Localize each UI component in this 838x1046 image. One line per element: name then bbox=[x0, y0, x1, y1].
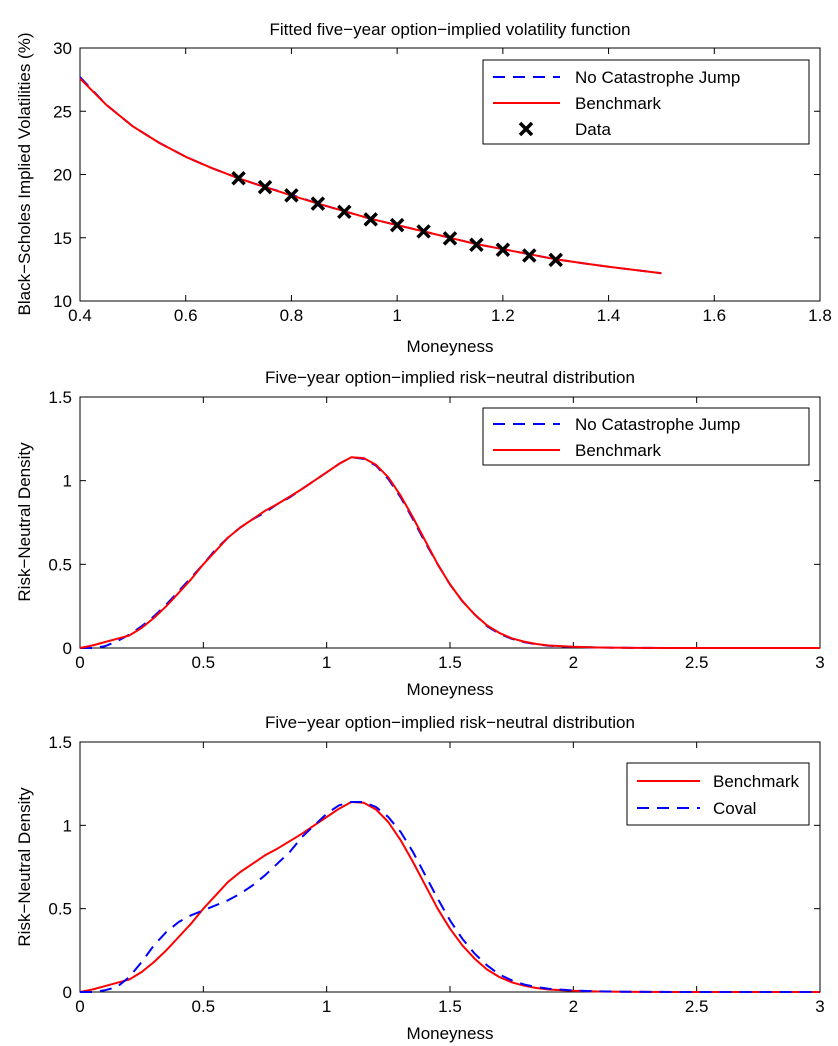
x-tick-label: 1.8 bbox=[808, 306, 832, 325]
x-tick-label: 1.2 bbox=[491, 306, 515, 325]
y-tick-label: 25 bbox=[53, 102, 72, 121]
legend-label-coval: Coval bbox=[713, 799, 756, 818]
x-tick-label: 1 bbox=[322, 997, 331, 1016]
legend-label-data: Data bbox=[575, 120, 611, 139]
data-point bbox=[337, 204, 352, 220]
x-axis-label: Moneyness bbox=[407, 680, 494, 699]
x-tick-label: 2 bbox=[569, 997, 578, 1016]
x-tick-label: 0.5 bbox=[192, 997, 216, 1016]
y-tick-label: 1 bbox=[63, 472, 72, 491]
y-axis-label: Black−Scholes Implied Volatilities (%) bbox=[15, 33, 34, 316]
chart-title: Fitted five−year option−implied volatili… bbox=[270, 20, 631, 39]
legend-label-benchmark: Benchmark bbox=[575, 94, 661, 113]
chart-title: Five−year option−implied risk−neutral di… bbox=[265, 713, 635, 732]
legend-label-no-catastrophe-jump: No Catastrophe Jump bbox=[575, 68, 740, 87]
x-tick-label: 1.5 bbox=[438, 653, 462, 672]
data-point bbox=[231, 171, 246, 186]
legend: Benchmark Coval bbox=[626, 762, 810, 826]
y-axis-label: Risk−Neutral Density bbox=[15, 787, 34, 947]
x-tick-label: 2 bbox=[569, 653, 578, 672]
legend-box bbox=[626, 762, 810, 826]
y-tick-label: 20 bbox=[53, 166, 72, 185]
data-point bbox=[416, 224, 431, 239]
y-tick-label: 0.5 bbox=[48, 555, 72, 574]
y-tick-label: 10 bbox=[53, 292, 72, 311]
x-tick-label: 0.8 bbox=[280, 306, 304, 325]
x-tick-label: 1 bbox=[322, 653, 331, 672]
y-tick-label: 15 bbox=[53, 229, 72, 248]
y-tick-label: 1.5 bbox=[48, 733, 72, 752]
x-tick-label: 0 bbox=[75, 653, 84, 672]
data-point bbox=[522, 248, 537, 263]
data-point bbox=[389, 217, 405, 233]
x-tick-label: 3 bbox=[815, 653, 824, 672]
chart-risk-neutral-no-jump: Five−year option−implied risk−neutral di… bbox=[15, 368, 825, 699]
series-layer bbox=[79, 456, 820, 649]
series-line-coval bbox=[80, 801, 820, 993]
chart-risk-neutral-coval: Five−year option−implied risk−neutral di… bbox=[15, 713, 825, 1043]
x-tick-label: 2.5 bbox=[685, 653, 709, 672]
y-axis-label: Risk−Neutral Density bbox=[15, 442, 34, 602]
series-layer bbox=[79, 801, 820, 993]
y-tick-label: 0.5 bbox=[48, 900, 72, 919]
x-tick-label: 0.4 bbox=[68, 306, 92, 325]
x-tick-label: 0.6 bbox=[174, 306, 198, 325]
axis-ticks: 0 0.5 1 1.5 2 2.5 3 0 0.5 1 1.5 bbox=[48, 733, 824, 1016]
legend: No Catastrophe Jump Benchmark bbox=[482, 407, 810, 466]
x-axis-label: Moneyness bbox=[407, 337, 494, 356]
x-tick-label: 1.6 bbox=[702, 306, 726, 325]
y-tick-label: 30 bbox=[53, 39, 72, 58]
legend-label-benchmark: Benchmark bbox=[713, 772, 799, 791]
series-line-benchmark bbox=[79, 456, 820, 649]
data-point bbox=[469, 237, 484, 252]
legend-label-benchmark: Benchmark bbox=[575, 441, 661, 460]
x-axis-label: Moneyness bbox=[407, 1024, 494, 1043]
y-tick-label: 0 bbox=[63, 639, 72, 658]
x-tick-label: 0.5 bbox=[192, 653, 216, 672]
axis-ticks: 0.4 0.6 0.8 1 1.2 1.4 1.6 1.8 10 15 20 25 30 bbox=[53, 39, 832, 325]
data-point bbox=[257, 179, 273, 195]
data-point bbox=[495, 242, 511, 258]
x-tick-label: 1.4 bbox=[597, 306, 621, 325]
chart-implied-volatility: Fitted five−year option−implied volatili… bbox=[15, 20, 832, 356]
data-point bbox=[310, 196, 326, 211]
x-tick-label: 2.5 bbox=[685, 997, 709, 1016]
data-point bbox=[442, 231, 458, 246]
x-tick-label: 0 bbox=[75, 997, 84, 1016]
series-layer bbox=[79, 76, 662, 275]
y-tick-label: 1 bbox=[63, 816, 72, 835]
legend: No Catastrophe Jump Benchmark Data bbox=[482, 59, 810, 145]
x-tick-label: 1 bbox=[392, 306, 401, 325]
legend-swatch-data bbox=[518, 121, 534, 137]
data-point bbox=[363, 212, 378, 227]
x-tick-label: 3 bbox=[815, 997, 824, 1016]
data-point bbox=[284, 188, 299, 203]
x-tick-label: 1.5 bbox=[438, 997, 462, 1016]
legend-box bbox=[482, 407, 810, 466]
chart-title: Five−year option−implied risk−neutral di… bbox=[265, 368, 635, 387]
data-point bbox=[548, 252, 563, 268]
y-tick-label: 0 bbox=[63, 983, 72, 1002]
y-tick-label: 1.5 bbox=[48, 388, 72, 407]
legend-label-no-catastrophe-jump: No Catastrophe Jump bbox=[575, 415, 740, 434]
axis-ticks: 0 0.5 1 1.5 2 2.5 3 0 0.5 1 1.5 bbox=[48, 388, 824, 672]
